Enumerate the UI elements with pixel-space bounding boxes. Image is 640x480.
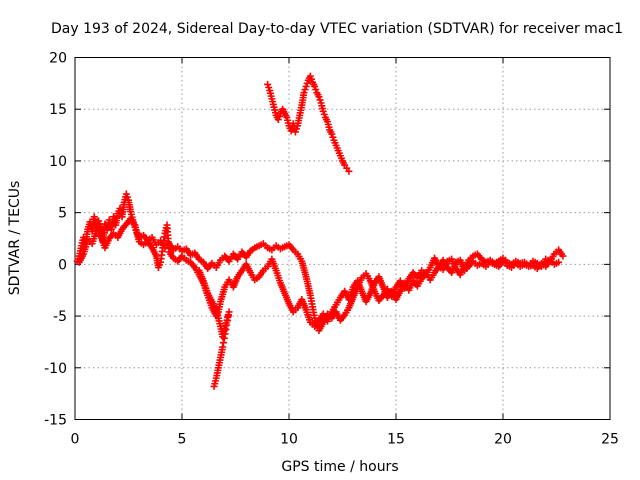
plot-frame [74, 57, 611, 420]
x-tick-label: 10 [280, 432, 298, 448]
y-tick-label: 20 [49, 51, 67, 67]
x-tick-label: 20 [494, 432, 512, 448]
y-tick-label: 10 [49, 154, 67, 170]
data-point [210, 382, 218, 390]
data-point [345, 167, 353, 175]
data-point [225, 308, 233, 316]
x-tick-label: 0 [71, 432, 80, 448]
x-tick-label: 15 [387, 432, 405, 448]
data-marks [73, 72, 567, 390]
data-point [559, 252, 567, 260]
y-tick-label: 5 [58, 206, 67, 222]
data-point [223, 317, 231, 325]
data-point [222, 326, 230, 334]
grid-lines [75, 57, 610, 420]
y-tick-label: -5 [53, 309, 67, 325]
x-tick-label: 5 [178, 432, 187, 448]
y-tick-label: 15 [49, 102, 67, 118]
data-point [219, 339, 227, 347]
data-series [264, 72, 353, 175]
data-point [223, 321, 231, 329]
y-tick-label: 0 [58, 257, 67, 273]
chart-title: Day 193 of 2024, Sidereal Day-to-day VTE… [51, 21, 623, 37]
data-series [75, 215, 563, 330]
data-series [195, 267, 233, 390]
y-axis-label: SDTVAR / TECUs [7, 181, 23, 296]
data-point [555, 258, 563, 266]
data-point [221, 330, 229, 338]
x-tick-label: 25 [601, 432, 619, 448]
axis-ticks: 0 5 10 15 20 25 -15 -10 -5 0 5 10 15 20 [44, 51, 619, 448]
y-tick-label: -15 [44, 413, 67, 429]
data-point [224, 312, 232, 320]
y-tick-label: -10 [44, 361, 67, 377]
x-axis-label: GPS time / hours [281, 459, 398, 475]
data-point [220, 334, 228, 342]
